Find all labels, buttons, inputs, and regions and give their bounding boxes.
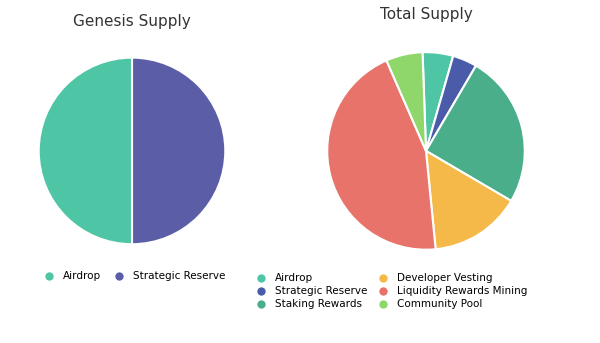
Wedge shape bbox=[426, 66, 525, 201]
Wedge shape bbox=[386, 52, 426, 151]
Legend: Airdrop, Strategic Reserve: Airdrop, Strategic Reserve bbox=[34, 267, 230, 286]
Wedge shape bbox=[422, 52, 453, 151]
Title: Total Supply: Total Supply bbox=[380, 7, 472, 22]
Wedge shape bbox=[132, 58, 225, 244]
Title: Genesis Supply: Genesis Supply bbox=[73, 14, 191, 29]
Wedge shape bbox=[39, 58, 132, 244]
Wedge shape bbox=[327, 60, 436, 250]
Wedge shape bbox=[426, 151, 511, 249]
Wedge shape bbox=[426, 56, 476, 151]
Legend: Airdrop, Strategic Reserve, Staking Rewards, Developer Vesting, Liquidity Reward: Airdrop, Strategic Reserve, Staking Rewa… bbox=[247, 269, 531, 314]
